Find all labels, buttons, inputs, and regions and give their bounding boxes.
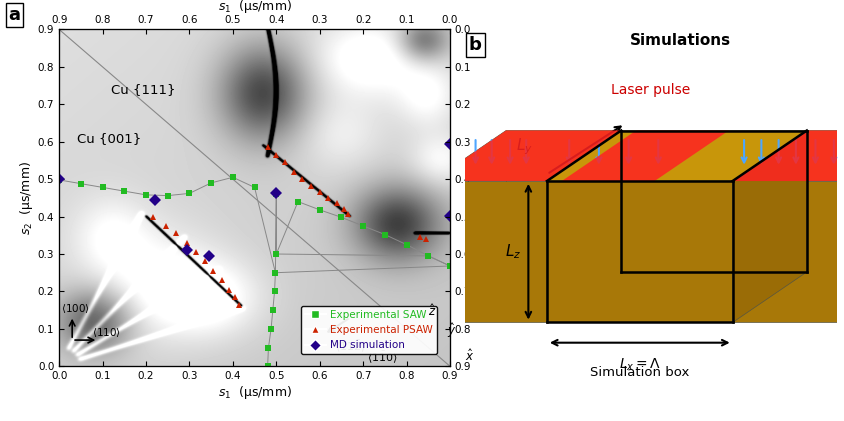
Polygon shape [732,131,844,181]
Polygon shape [732,181,844,322]
Polygon shape [546,131,806,181]
Polygon shape [732,131,806,322]
Text: Laser pulse: Laser pulse [610,83,690,97]
Text: $\hat{y}$: $\hat{y}$ [446,321,456,340]
Text: b: b [468,36,481,54]
Text: $\langle 110\rangle$: $\langle 110\rangle$ [92,326,121,339]
Text: $\hat{x}$: $\hat{x}$ [465,348,474,364]
Polygon shape [431,131,620,181]
Text: $\langle 11\bar{2}\rangle$: $\langle 11\bar{2}\rangle$ [334,338,365,354]
Text: $\hat{z}$: $\hat{z}$ [428,303,436,319]
Text: a: a [8,6,20,24]
Polygon shape [431,131,620,181]
Text: $\langle 1\bar{1}0\rangle$: $\langle 1\bar{1}0\rangle$ [367,349,398,365]
Polygon shape [732,131,844,181]
Polygon shape [546,131,620,322]
X-axis label: $s_1$  (μs/mm): $s_1$ (μs/mm) [217,384,291,401]
Y-axis label: $s_2$  (μs/mm): $s_2$ (μs/mm) [18,161,35,235]
Polygon shape [431,181,546,322]
Text: Cu {111}: Cu {111} [111,83,176,96]
Y-axis label: $s_2$  (μs/mm): $s_2$ (μs/mm) [468,161,484,235]
Text: Cu {001}: Cu {001} [77,132,141,145]
Text: Simulations: Simulations [630,33,730,48]
Text: Simulation box: Simulation box [589,366,689,379]
Text: $L_z$: $L_z$ [505,242,521,261]
Polygon shape [546,181,732,322]
Legend: Experimental SAW, Experimental PSAW, MD simulation: Experimental SAW, Experimental PSAW, MD … [300,306,436,354]
Text: $L_y$: $L_y$ [516,137,533,157]
Text: $L_x = \Lambda$: $L_x = \Lambda$ [618,356,660,373]
X-axis label: $s_1$  (μs/mm): $s_1$ (μs/mm) [217,0,291,16]
Text: $\langle 100\rangle$: $\langle 100\rangle$ [62,302,90,315]
Polygon shape [561,131,728,181]
